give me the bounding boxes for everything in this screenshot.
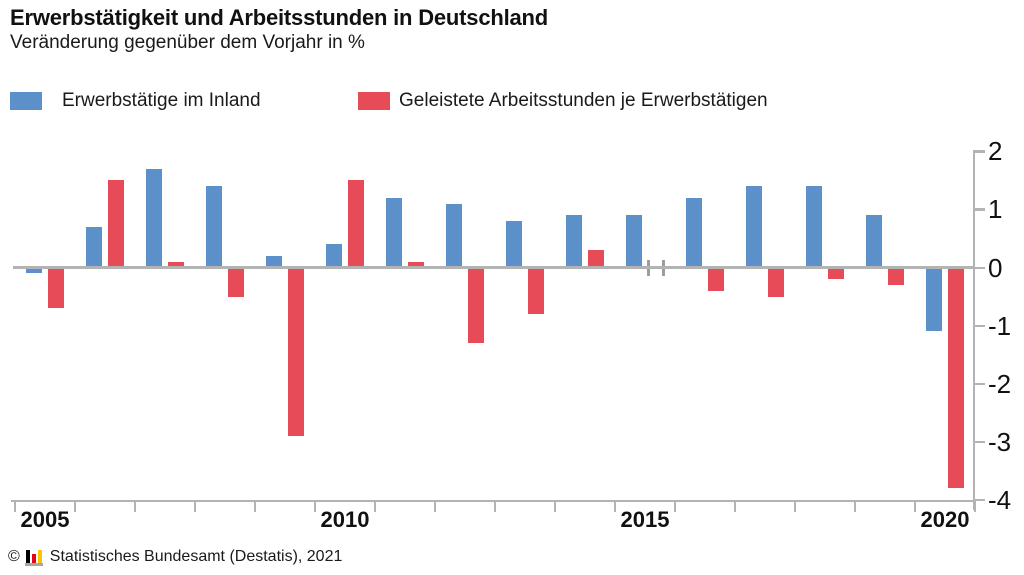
bar-erwerbstaetige-2008	[206, 186, 222, 268]
x-axis-line	[11, 499, 975, 502]
bar-erwerbstaetige-2019	[866, 215, 882, 268]
legend-swatch-arbeitsstunden	[358, 92, 390, 110]
bar-arbeitsstunden-2012	[468, 267, 484, 344]
legend-swatch-erwerbstaetige	[10, 92, 42, 110]
legend-label-erwerbstaetige: Erwerbstätige im Inland	[62, 90, 261, 111]
x-axis-tick	[914, 500, 916, 512]
y-tick-label: -3	[988, 426, 1012, 457]
x-axis-tick	[134, 500, 136, 512]
bar-arbeitsstunden-2008	[228, 267, 244, 297]
x-tick-label-2010: 2010	[320, 507, 370, 532]
bar-arbeitsstunden-2014	[588, 250, 604, 268]
source-footer: © Statistisches Bundesamt (Destatis), 20…	[8, 547, 342, 566]
source-text: Statistisches Bundesamt (Destatis), 2021	[49, 547, 343, 565]
bar-erwerbstaetige-2020	[926, 267, 942, 332]
x-axis-tick	[194, 500, 196, 512]
bar-erwerbstaetige-2005	[26, 267, 42, 274]
page-subtitle: Veränderung gegenüber dem Vorjahr in %	[10, 32, 365, 53]
bar-erwerbstaetige-2010	[326, 244, 342, 268]
y-axis-tick	[975, 440, 985, 444]
bar-arbeitsstunden-2006	[108, 180, 124, 268]
y-tick-label: 1	[988, 194, 1003, 225]
bar-erwerbstaetige-2012	[446, 203, 462, 268]
x-axis-tick	[74, 500, 76, 512]
x-axis-tick	[734, 500, 736, 512]
bar-erwerbstaetige-2015	[626, 215, 642, 268]
copyright-symbol: ©	[8, 547, 20, 565]
page-title: Erwerbstätigkeit und Arbeitsstunden in D…	[10, 5, 549, 30]
y-axis-tick	[975, 150, 985, 153]
x-axis-tick	[794, 500, 796, 512]
y-axis-tick	[975, 382, 985, 386]
x-axis-tick	[854, 500, 856, 512]
zero-line	[13, 266, 974, 269]
y-tick-label: -2	[988, 368, 1012, 399]
bar-erwerbstaetige-2016	[686, 197, 702, 268]
bar-arbeitsstunden-2020	[948, 267, 964, 489]
bar-arbeitsstunden-2011	[408, 261, 424, 268]
y-tick-label: 2	[988, 136, 1003, 167]
x-axis-tick	[554, 500, 556, 512]
bar-erwerbstaetige-2018	[806, 186, 822, 268]
bar-arbeitsstunden-2005	[48, 267, 64, 309]
x-axis-tick	[674, 500, 676, 512]
y-axis-tick	[975, 498, 985, 502]
bar-erwerbstaetige-2007	[146, 168, 162, 268]
bar-arbeitsstunden-2018	[828, 267, 844, 280]
x-axis-tick	[14, 500, 16, 512]
bar-arbeitsstunden-2010	[348, 180, 364, 268]
y-tick-label: -1	[988, 310, 1012, 341]
y-axis-tick	[975, 324, 985, 328]
x-tick-label-2015: 2015	[620, 507, 670, 532]
x-tick-label-2020: 2020	[920, 507, 970, 532]
bar-arbeitsstunden-2009	[288, 267, 304, 436]
bar-erwerbstaetige-2017	[746, 186, 762, 268]
y-axis-tick	[975, 208, 985, 211]
y-tick-label: 0	[988, 252, 1003, 283]
x-axis-tick	[434, 500, 436, 512]
x-axis-tick	[974, 500, 976, 512]
bar-erwerbstaetige-2011	[386, 197, 402, 268]
bar-erwerbstaetige-2009	[266, 255, 282, 268]
bar-arbeitsstunden-2016	[708, 267, 724, 291]
x-axis-tick	[614, 500, 616, 512]
x-tick-label-2005: 2005	[20, 507, 70, 532]
bar-arbeitsstunden-2017	[768, 267, 784, 297]
destatis-logo-icon	[24, 547, 45, 566]
y-axis-line	[973, 150, 975, 510]
bar-erwerbstaetige-2013	[506, 221, 522, 268]
x-axis-tick	[494, 500, 496, 512]
bar-arbeitsstunden-2013	[528, 267, 544, 314]
bar-erwerbstaetige-2006	[86, 226, 102, 268]
x-axis-tick	[254, 500, 256, 512]
y-tick-label: -4	[988, 484, 1012, 515]
bar-erwerbstaetige-2014	[566, 215, 582, 268]
x-axis-tick	[374, 500, 376, 512]
bar-arbeitsstunden-2007	[168, 261, 184, 268]
x-axis-tick	[314, 500, 316, 512]
bar-arbeitsstunden-2019	[888, 267, 904, 285]
legend-label-arbeitsstunden: Geleistete Arbeitsstunden je Erwerbstäti…	[399, 90, 768, 111]
y-axis-tick	[975, 266, 985, 269]
